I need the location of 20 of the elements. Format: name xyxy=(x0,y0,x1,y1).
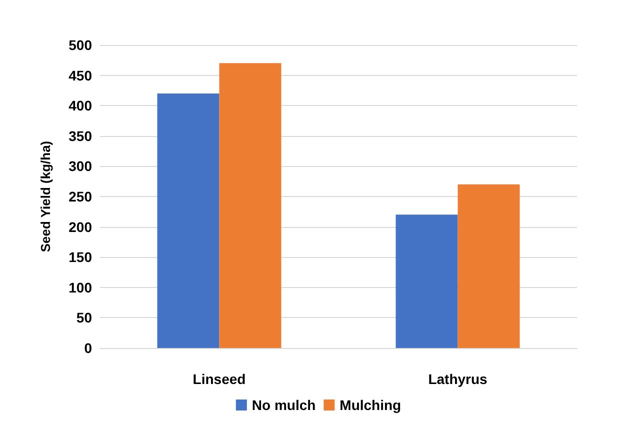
y-tick-label: 300 xyxy=(68,158,92,174)
y-tick-label: 250 xyxy=(68,188,92,204)
y-tick-label: 450 xyxy=(68,67,92,84)
y-tick-label: 350 xyxy=(68,128,92,144)
y-axis-title: Seed Yield (kg/ha) xyxy=(38,140,53,252)
y-tick-label: 100 xyxy=(68,279,92,296)
bar xyxy=(219,63,282,348)
x-tick-label: Linseed xyxy=(192,371,246,387)
y-tick-label: 0 xyxy=(84,340,92,356)
bar xyxy=(157,93,220,348)
x-tick-label: Lathyrus xyxy=(428,371,488,387)
y-tick-label: 50 xyxy=(76,310,92,326)
y-tick-label: 500 xyxy=(68,37,92,53)
bar xyxy=(458,184,520,348)
bar xyxy=(396,214,458,348)
legend-label: Mulching xyxy=(340,397,402,413)
legend-label: No mulch xyxy=(252,397,316,413)
y-tick-label: 400 xyxy=(68,98,92,114)
y-tick-label: 200 xyxy=(68,218,92,235)
y-tick-label: 150 xyxy=(68,249,92,266)
